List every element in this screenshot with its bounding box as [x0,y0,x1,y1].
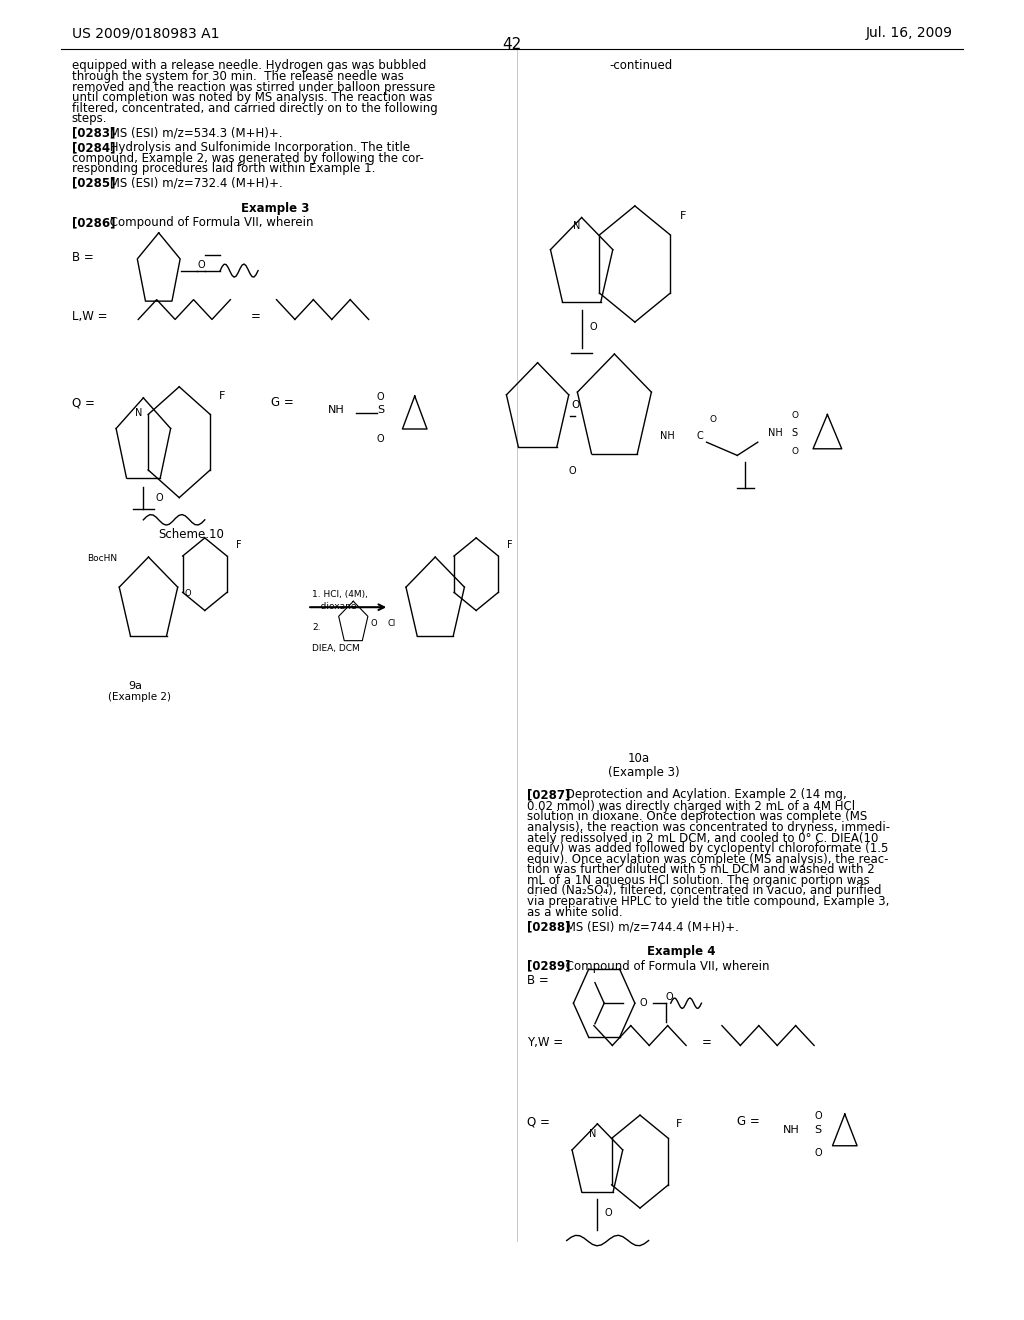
Text: O: O [377,392,384,403]
Text: 0.02 mmol) was directly charged with 2 mL of a 4M HCl: 0.02 mmol) was directly charged with 2 m… [527,800,855,813]
Text: equiv) was added followed by cyclopentyl chloroformate (1.5: equiv) was added followed by cyclopentyl… [527,842,889,855]
Text: B =: B = [72,251,93,264]
Text: NH: NH [783,1125,800,1135]
Text: NH: NH [660,430,675,441]
Text: Jul. 16, 2009: Jul. 16, 2009 [865,26,952,41]
Text: [0288]: [0288] [527,920,580,933]
Text: NH: NH [768,428,782,438]
Text: Q =: Q = [527,1115,550,1129]
Text: Y,W =: Y,W = [527,1036,563,1049]
Text: G =: G = [737,1115,760,1129]
Text: Example 3: Example 3 [241,202,309,215]
Text: (Example 3): (Example 3) [608,766,680,779]
Text: MS (ESI) m/z=744.4 (M+H)+.: MS (ESI) m/z=744.4 (M+H)+. [562,920,738,933]
Text: MS (ESI) m/z=534.3 (M+H)+.: MS (ESI) m/z=534.3 (M+H)+. [106,127,283,140]
Text: O: O [590,322,597,333]
Text: Compound of Formula VII, wherein: Compound of Formula VII, wherein [562,960,769,973]
Text: 2.: 2. [312,623,321,632]
Text: [0287]: [0287] [527,788,579,801]
Text: S: S [792,428,798,438]
Text: Example 4: Example 4 [647,945,716,958]
Text: DIEA, DCM: DIEA, DCM [312,644,360,653]
Text: F: F [680,211,686,222]
Text: O: O [568,466,575,477]
Text: O: O [156,492,163,503]
Text: through the system for 30 min.  The release needle was: through the system for 30 min. The relea… [72,70,403,83]
Text: N: N [589,1129,597,1139]
Text: [0285]: [0285] [72,177,124,190]
Text: O: O [571,400,580,411]
Text: G =: G = [271,396,294,409]
Text: O: O [198,260,205,271]
Text: filtered, concentrated, and carried directly on to the following: filtered, concentrated, and carried dire… [72,102,437,115]
Text: -continued: -continued [609,59,673,73]
Text: solution in dioxane. Once deprotection was complete (MS: solution in dioxane. Once deprotection w… [527,810,867,824]
Text: mL of a 1N aqueous HCl solution. The organic portion was: mL of a 1N aqueous HCl solution. The org… [527,874,870,887]
Text: (Example 2): (Example 2) [108,692,171,702]
Text: O: O [792,447,799,455]
Text: Q =: Q = [72,396,94,409]
Text: tion was further diluted with 5 mL DCM and washed with 2: tion was further diluted with 5 mL DCM a… [527,863,876,876]
Text: F: F [507,540,512,549]
Text: Scheme.10: Scheme.10 [159,528,224,541]
Text: equiv). Once acylation was complete (MS analysis), the reac-: equiv). Once acylation was complete (MS … [527,853,889,866]
Text: responding procedures laid forth within Example 1.: responding procedures laid forth within … [72,162,375,176]
Text: US 2009/0180983 A1: US 2009/0180983 A1 [72,26,219,41]
Text: O: O [371,619,377,627]
Text: ately redissolved in 2 mL DCM, and cooled to 0° C. DIEA(10: ately redissolved in 2 mL DCM, and coole… [527,832,879,845]
Text: S: S [377,405,384,416]
Text: F: F [676,1118,682,1129]
Text: until completion was noted by MS analysis. The reaction was: until completion was noted by MS analysi… [72,91,432,104]
Text: [0286]: [0286] [72,216,124,230]
Text: as a white solid.: as a white solid. [527,906,623,919]
Text: removed and the reaction was stirred under balloon pressure: removed and the reaction was stirred und… [72,81,435,94]
Text: O: O [792,412,799,420]
Text: F: F [236,540,241,549]
Text: Cl: Cl [387,619,395,627]
Text: O: O [710,416,717,424]
Text: F: F [219,391,225,401]
Text: analysis), the reaction was concentrated to dryness, immedi-: analysis), the reaction was concentrated… [527,821,891,834]
Text: O: O [604,1208,612,1218]
Text: [0289]: [0289] [527,960,580,973]
Text: dried (Na₂SO₄), filtered, concentrated in vacuo, and purified: dried (Na₂SO₄), filtered, concentrated i… [527,884,882,898]
Text: O: O [666,991,673,1002]
Text: =: = [251,310,261,323]
Text: steps.: steps. [72,112,108,125]
Text: O: O [640,998,647,1008]
Text: dioxane: dioxane [312,602,356,611]
Text: N: N [573,220,581,231]
Text: 10a: 10a [628,752,650,766]
Text: Hydrolysis and Sulfonimide Incorporation. The title: Hydrolysis and Sulfonimide Incorporation… [106,141,411,154]
Text: Compound of Formula VII, wherein: Compound of Formula VII, wherein [106,216,313,230]
Text: O: O [814,1148,821,1159]
Text: O: O [377,434,384,445]
Text: NH: NH [328,405,344,416]
Text: MS (ESI) m/z=732.4 (M+H)+.: MS (ESI) m/z=732.4 (M+H)+. [106,177,283,190]
Text: S: S [814,1125,821,1135]
Text: 1. HCl, (4M),: 1. HCl, (4M), [312,590,369,599]
Text: C: C [696,430,703,441]
Text: Deprotection and Acylation. Example 2 (14 mg,: Deprotection and Acylation. Example 2 (1… [562,788,847,801]
Text: =: = [701,1036,712,1049]
Text: via preparative HPLC to yield the title compound, Example 3,: via preparative HPLC to yield the title … [527,895,890,908]
Text: L,W =: L,W = [72,310,108,323]
Text: O: O [814,1111,821,1122]
Text: 42: 42 [503,37,521,51]
Text: O: O [184,590,190,598]
Text: 9a: 9a [128,681,142,692]
Text: [0284]: [0284] [72,141,124,154]
Text: equipped with a release needle. Hydrogen gas was bubbled: equipped with a release needle. Hydrogen… [72,59,426,73]
Text: B =: B = [527,974,549,987]
Text: N: N [135,408,142,417]
Text: compound, Example 2, was generated by following the cor-: compound, Example 2, was generated by fo… [72,152,424,165]
Text: [0283]: [0283] [72,127,123,140]
Text: BocHN: BocHN [87,554,117,564]
